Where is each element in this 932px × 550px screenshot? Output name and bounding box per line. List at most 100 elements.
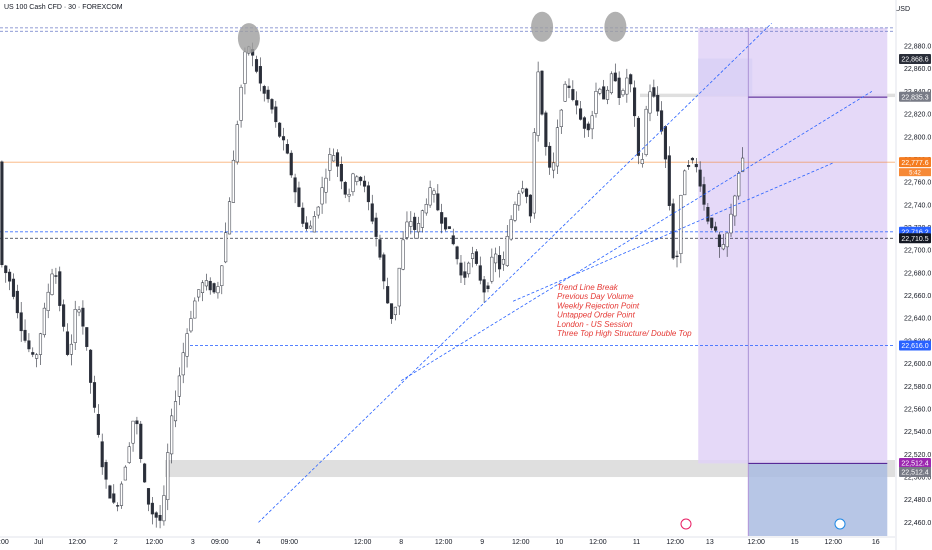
- candle: [660, 101, 664, 135]
- trendlines-layer: [258, 23, 873, 523]
- candle-body: [482, 279, 486, 293]
- candle: [544, 110, 548, 156]
- candle-body: [332, 155, 336, 162]
- candle: [525, 187, 529, 204]
- candle: [19, 302, 23, 342]
- candle: [567, 78, 571, 99]
- candle: [181, 342, 185, 384]
- candle-body: [274, 106, 278, 123]
- candle-body: [405, 221, 409, 238]
- candle: [563, 81, 567, 102]
- demand-band: [165, 460, 895, 478]
- candle: [69, 334, 73, 366]
- candle: [15, 284, 19, 319]
- time-tick-label: 2: [114, 539, 118, 546]
- candle-body: [629, 74, 633, 85]
- candle-body: [559, 109, 563, 127]
- price-tick-label: 22,560.0: [904, 406, 931, 413]
- candle-body: [478, 265, 482, 281]
- candle-body: [590, 115, 594, 130]
- candle-body: [15, 290, 19, 314]
- candle-body: [185, 333, 189, 357]
- candle: [355, 175, 359, 186]
- price-tick-label: 22,500.0: [904, 475, 931, 482]
- candle-body: [467, 262, 471, 275]
- candle: [312, 211, 316, 233]
- candle: [258, 57, 262, 92]
- candle: [73, 300, 77, 350]
- candle: [150, 496, 154, 525]
- candle-body: [633, 87, 637, 117]
- candle-body: [613, 72, 617, 82]
- candle: [35, 353, 39, 368]
- candle-body: [158, 514, 162, 521]
- candle: [636, 116, 640, 165]
- candle-body: [729, 213, 733, 234]
- time-tick-label: 3: [191, 539, 195, 546]
- candle-body: [698, 169, 702, 187]
- candle: [301, 202, 305, 228]
- time-tick-label: 22:00: [0, 539, 9, 546]
- candle: [617, 71, 621, 106]
- candle: [123, 465, 127, 481]
- candle-body: [571, 89, 575, 100]
- candle: [467, 261, 471, 278]
- candle: [393, 306, 397, 321]
- candle-body: [31, 352, 35, 355]
- candle: [362, 175, 367, 193]
- candle: [166, 443, 170, 511]
- candle-body: [77, 309, 81, 313]
- price-tick-label: 22,640.0: [904, 316, 931, 323]
- candle: [513, 201, 517, 223]
- candle-body: [143, 463, 147, 483]
- candle-body: [262, 86, 266, 94]
- candle-body: [683, 170, 687, 196]
- candle-body: [397, 267, 401, 307]
- price-tick-label: 22,760.0: [904, 180, 931, 187]
- candle: [297, 181, 301, 208]
- candle: [586, 121, 590, 137]
- candle-body: [227, 201, 232, 235]
- candle: [224, 222, 228, 264]
- candle-body: [177, 375, 181, 397]
- candle: [501, 251, 505, 271]
- candle-body: [362, 180, 367, 187]
- candle-body: [266, 89, 270, 100]
- levels-layer: [0, 27, 895, 346]
- candle-body: [301, 207, 305, 224]
- annotation-line: Previous Day Volume: [557, 292, 634, 301]
- candle-body: [447, 226, 451, 229]
- price-badge: 22,835.3: [899, 91, 931, 102]
- candle: [401, 231, 405, 271]
- candle-body: [204, 280, 208, 287]
- candle-body: [675, 255, 679, 258]
- candle: [648, 84, 652, 122]
- candle-body: [567, 85, 571, 88]
- candle: [96, 404, 100, 438]
- candle: [65, 323, 70, 357]
- candle: [590, 110, 594, 140]
- symbol-title[interactable]: US 100 Cash CFD · 30 · FOREXCOM: [4, 4, 123, 11]
- candle: [131, 420, 135, 452]
- candle-body: [62, 304, 66, 327]
- annotation-line: Three Top High Structure/ Double Top: [557, 329, 692, 338]
- candle-body: [656, 94, 660, 112]
- time-tick-label: 12:00: [747, 539, 765, 546]
- candle-body: [714, 226, 718, 231]
- candle: [4, 264, 8, 283]
- candle: [8, 268, 12, 291]
- candle-body: [359, 176, 363, 182]
- candle: [289, 150, 293, 178]
- time-tick-label: 9: [480, 539, 484, 546]
- candle: [227, 197, 232, 235]
- candle: [11, 273, 16, 300]
- candle: [432, 188, 436, 203]
- candle: [721, 234, 725, 251]
- candle-body: [374, 217, 378, 237]
- candle-body: [339, 163, 343, 182]
- candle: [216, 281, 220, 299]
- candle: [532, 128, 536, 219]
- candle: [420, 209, 424, 233]
